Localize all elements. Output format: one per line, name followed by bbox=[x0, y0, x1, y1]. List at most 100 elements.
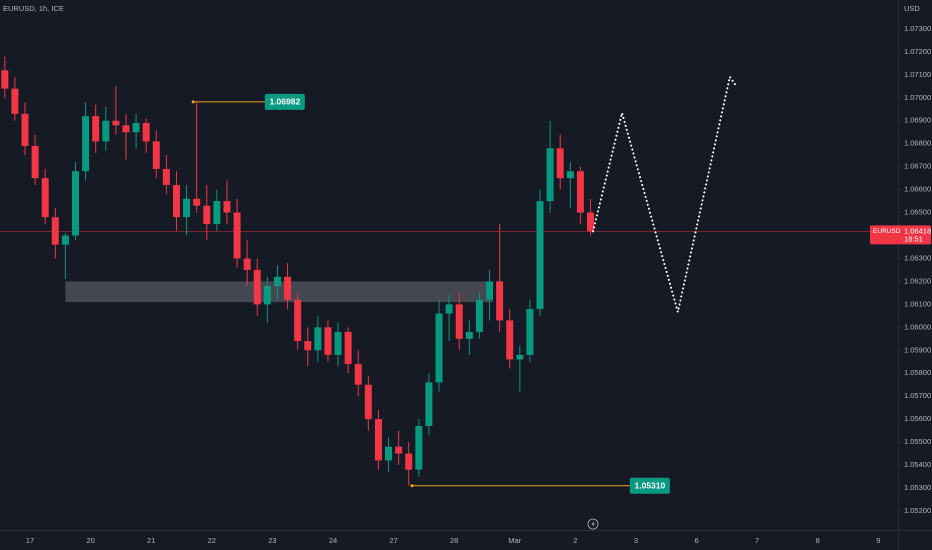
x-tick-label: 7 bbox=[755, 536, 759, 545]
chart-title: EURUSD, 1h, ICE bbox=[3, 4, 64, 13]
x-tick-label: 2 bbox=[573, 536, 577, 545]
candle-body bbox=[516, 354, 524, 360]
candle-body bbox=[465, 331, 473, 339]
candle-body bbox=[253, 269, 261, 305]
y-tick-label: 1.07200 bbox=[904, 47, 931, 56]
candle-body bbox=[455, 304, 463, 339]
candle-body bbox=[304, 341, 312, 351]
x-tick-label: 8 bbox=[816, 536, 820, 545]
candle-body bbox=[203, 205, 211, 225]
candle-body bbox=[385, 446, 393, 461]
y-tick-label: 1.06000 bbox=[904, 322, 931, 331]
y-tick-label: 1.06300 bbox=[904, 253, 931, 262]
candle-body bbox=[405, 453, 413, 470]
y-tick-label: 1.06800 bbox=[904, 139, 931, 148]
candle-body bbox=[374, 419, 382, 461]
candle-body bbox=[486, 281, 494, 300]
candle-body bbox=[112, 120, 120, 126]
candle-body bbox=[354, 364, 362, 385]
x-tick-label: 6 bbox=[694, 536, 698, 545]
y-tick-label: 1.05900 bbox=[904, 345, 931, 354]
candle-body bbox=[294, 299, 302, 342]
candle-body bbox=[475, 299, 483, 332]
candle-body bbox=[536, 201, 544, 309]
candle-body bbox=[132, 123, 140, 133]
y-tick-label: 1.06700 bbox=[904, 162, 931, 171]
candle-body bbox=[102, 120, 110, 142]
y-tick-label: 1.05600 bbox=[904, 414, 931, 423]
zone bbox=[65, 281, 493, 303]
candle-body bbox=[193, 198, 201, 206]
annotation-dot bbox=[410, 484, 414, 488]
price-label-symbol: EURUSD bbox=[873, 228, 901, 235]
candle-body bbox=[587, 212, 595, 232]
candle-body bbox=[496, 281, 504, 321]
annotation-box bbox=[629, 477, 670, 494]
candle-body bbox=[41, 178, 49, 218]
candle-body bbox=[152, 141, 160, 169]
y-tick-label: 1.07000 bbox=[904, 93, 931, 102]
x-tick-label: 9 bbox=[876, 536, 880, 545]
x-tick-label: 23 bbox=[268, 536, 276, 545]
projection-path bbox=[592, 74, 738, 313]
candle-body bbox=[233, 212, 241, 259]
y-tick-label: 1.05300 bbox=[904, 483, 931, 492]
x-tick-label: 17 bbox=[26, 536, 34, 545]
candle-body bbox=[243, 258, 251, 270]
candle-body bbox=[334, 331, 342, 355]
y-tick-label: 1.06500 bbox=[904, 208, 931, 217]
candle-body bbox=[566, 171, 574, 179]
candle-body bbox=[1, 70, 9, 89]
candle-body bbox=[122, 125, 130, 133]
y-tick-label: 1.06600 bbox=[904, 185, 931, 194]
candle-body bbox=[71, 171, 79, 236]
axis-unit: USD bbox=[904, 4, 920, 13]
x-tick-label: Mar bbox=[508, 536, 521, 545]
candle-body bbox=[314, 327, 322, 351]
candle-body bbox=[31, 145, 39, 179]
candle-body bbox=[162, 168, 170, 186]
candle-body bbox=[364, 384, 372, 420]
candle-body bbox=[213, 201, 221, 225]
candle-body bbox=[395, 446, 403, 454]
candle-body bbox=[415, 426, 423, 470]
x-tick-label: 21 bbox=[147, 536, 155, 545]
candle-body bbox=[425, 382, 433, 427]
candle-body bbox=[435, 313, 443, 383]
candle-body bbox=[445, 304, 453, 314]
y-tick-label: 1.05200 bbox=[904, 506, 931, 515]
candle-body bbox=[21, 113, 29, 146]
y-tick-label: 1.06900 bbox=[904, 116, 931, 125]
candle-body bbox=[344, 331, 352, 365]
candle-body bbox=[11, 88, 19, 114]
replay-icon[interactable] bbox=[587, 518, 599, 530]
candle-body bbox=[172, 185, 180, 218]
y-tick-label: 1.07100 bbox=[904, 70, 931, 79]
candle-body bbox=[576, 171, 584, 213]
y-tick-label: 1.05400 bbox=[904, 460, 931, 469]
price-label-box bbox=[870, 225, 931, 245]
x-tick-label: 3 bbox=[634, 536, 638, 545]
y-tick-label: 1.05500 bbox=[904, 437, 931, 446]
candle-body bbox=[526, 308, 534, 355]
y-tick-label: 1.07300 bbox=[904, 24, 931, 33]
x-tick-label: 24 bbox=[329, 536, 337, 545]
y-tick-label: 1.06200 bbox=[904, 276, 931, 285]
y-tick-label: 1.05800 bbox=[904, 368, 931, 377]
annotation-box bbox=[264, 93, 305, 110]
y-tick-label: 1.05700 bbox=[904, 391, 931, 400]
x-tick-label: 20 bbox=[86, 536, 94, 545]
candle-body bbox=[183, 198, 191, 218]
x-tick-label: 22 bbox=[208, 536, 216, 545]
annotation-label: 1.06982 bbox=[269, 97, 300, 107]
y-tick-label: 1.06100 bbox=[904, 299, 931, 308]
x-tick-label: 27 bbox=[389, 536, 397, 545]
annotation-label: 1.05310 bbox=[635, 480, 666, 490]
candle-body bbox=[263, 286, 271, 305]
candle-body bbox=[273, 276, 281, 287]
annotation-dot bbox=[191, 100, 195, 104]
candle-body bbox=[324, 327, 332, 355]
